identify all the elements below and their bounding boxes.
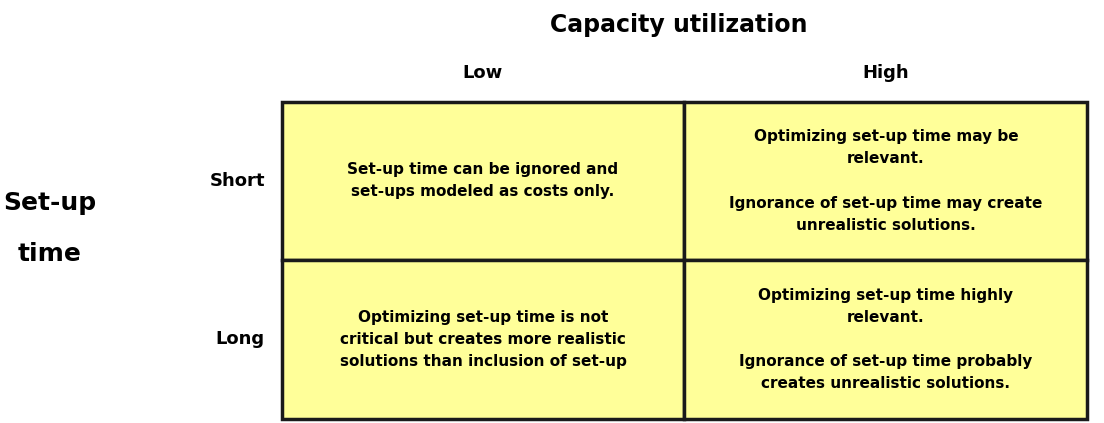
Text: Short: Short (210, 172, 265, 190)
Bar (282, 260, 684, 419)
Bar (684, 260, 1087, 419)
Text: Optimizing set-up time may be
relevant.

Ignorance of set-up time may create
unr: Optimizing set-up time may be relevant. … (730, 129, 1042, 233)
Bar (684, 102, 1087, 260)
Text: Optimizing set-up time highly
relevant.

Ignorance of set-up time probably
creat: Optimizing set-up time highly relevant. … (740, 288, 1032, 391)
Text: High: High (862, 64, 910, 82)
Bar (282, 102, 684, 260)
Text: Long: Long (216, 330, 265, 349)
Text: Capacity utilization: Capacity utilization (550, 13, 808, 37)
Text: Set-up: Set-up (3, 191, 96, 215)
Text: time: time (18, 242, 82, 266)
Text: Low: Low (463, 64, 503, 82)
Text: Optimizing set-up time is not
critical but creates more realistic
solutions than: Optimizing set-up time is not critical b… (340, 310, 626, 369)
Text: Set-up time can be ignored and
set-ups modeled as costs only.: Set-up time can be ignored and set-ups m… (348, 162, 618, 199)
